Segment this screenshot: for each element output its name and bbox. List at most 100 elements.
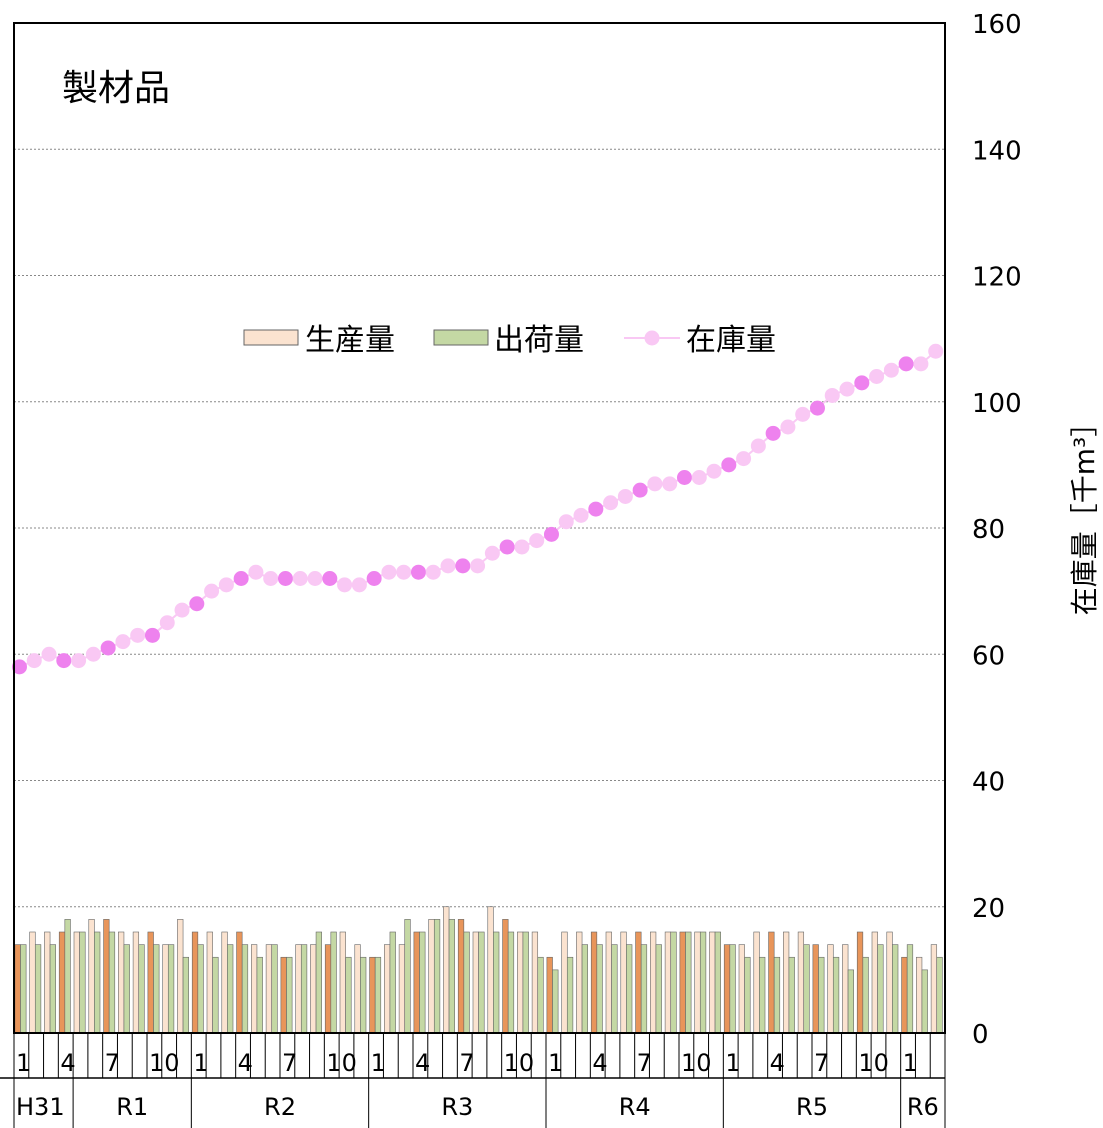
x-tick-label: 7	[459, 1049, 474, 1077]
legend-production-swatch	[243, 329, 299, 346]
shipment-bar	[818, 956, 825, 1034]
inventory-point	[603, 495, 619, 511]
production-bar	[339, 931, 346, 1034]
y-tick-label: 20	[972, 894, 1005, 924]
shipment-bar	[478, 931, 485, 1034]
shipment-bar	[655, 944, 662, 1034]
shipment-bar	[936, 956, 943, 1034]
production-bar	[384, 944, 391, 1034]
shipment-bar	[64, 919, 71, 1034]
production-bar	[472, 931, 479, 1034]
era-label: R1	[116, 1093, 148, 1121]
shipment-bar	[522, 931, 529, 1034]
shipment-bar	[79, 931, 86, 1034]
inventory-point	[928, 343, 944, 359]
inventory-point	[115, 634, 131, 650]
shipment-bar	[877, 944, 884, 1034]
inventory-point	[396, 564, 412, 580]
y-axis-label: 在庫量［千m³］	[1068, 409, 1101, 616]
production-bar	[295, 944, 302, 1034]
shipment-bar	[729, 944, 736, 1034]
production-bar	[443, 906, 450, 1034]
shipment-bar	[832, 956, 840, 1034]
inventory-point	[883, 362, 899, 378]
production-bar	[886, 931, 893, 1034]
production-bar	[679, 931, 686, 1034]
production-bar	[324, 944, 332, 1034]
inventory-point	[85, 646, 101, 662]
inventory-point	[410, 564, 426, 580]
legend-shipment-label: 出荷量	[494, 323, 584, 358]
shipment-bar	[138, 944, 145, 1034]
inventory-point	[425, 564, 441, 580]
production-bar	[930, 944, 938, 1034]
shipment-bar	[685, 931, 692, 1034]
production-bar	[103, 919, 110, 1034]
plot-frame	[13, 22, 946, 1034]
production-bar	[413, 931, 420, 1034]
shipment-bar	[773, 956, 781, 1034]
production-bar	[827, 944, 834, 1034]
inventory-point	[691, 470, 707, 485]
inventory-point	[248, 564, 264, 580]
shipment-bar	[49, 944, 56, 1034]
production-bar	[842, 944, 849, 1034]
shipment-bar	[507, 931, 515, 1034]
inventory-point	[11, 659, 27, 675]
y-tick-label: 160	[972, 10, 1022, 40]
legend: 生産量 出荷量 在庫量	[243, 323, 776, 358]
x-axis: 1 4 7 10 1 4 7 10 1 4 7 10 1 4 7 10 1 4 7 10 1 H31 R1 R2 R3 R4 R5 R…	[0, 1033, 946, 1128]
shipment-bar	[20, 944, 27, 1034]
shipment-bar	[906, 944, 914, 1034]
inventory-point	[351, 577, 367, 593]
production-bar	[147, 931, 154, 1034]
inventory-point	[543, 526, 559, 542]
shipment-bar	[537, 956, 544, 1034]
shipment-bar	[788, 956, 795, 1034]
inventory-point	[277, 571, 293, 586]
shipment-bar	[197, 944, 204, 1034]
inventory-point	[913, 356, 929, 372]
inventory-line	[19, 350, 937, 668]
production-bar	[14, 944, 21, 1034]
inventory-point	[676, 470, 692, 485]
shipment-bar	[330, 931, 337, 1034]
inventory-line-series	[11, 343, 944, 675]
production-bar	[856, 931, 864, 1034]
shipment-bar	[227, 944, 234, 1034]
shipment-bar	[212, 956, 219, 1034]
era-label: R4	[619, 1093, 651, 1121]
inventory-point	[159, 615, 175, 631]
x-tick-label: 7	[814, 1049, 829, 1077]
shipment-bar	[433, 919, 441, 1034]
inventory-point	[204, 583, 220, 599]
production-bar	[797, 931, 805, 1034]
shipment-bar	[123, 944, 130, 1034]
inventory-point	[71, 653, 87, 669]
production-bar	[310, 944, 317, 1034]
x-tick-label: 1	[371, 1049, 386, 1077]
shipment-bar	[803, 944, 810, 1034]
shipment-bar	[404, 919, 411, 1034]
production-bar	[664, 931, 672, 1034]
inventory-point	[100, 640, 116, 656]
shipment-bar	[493, 931, 500, 1034]
era-label: R3	[441, 1093, 473, 1121]
shipment-bar	[566, 956, 574, 1034]
inventory-point	[573, 507, 589, 523]
production-bar	[753, 931, 760, 1034]
chart-title: 製材品	[62, 68, 170, 109]
shipment-bar	[699, 931, 707, 1034]
production-bar	[901, 956, 908, 1034]
production-bar	[221, 931, 228, 1034]
era-label: R2	[264, 1093, 296, 1121]
inventory-point	[499, 539, 515, 555]
production-bar	[191, 931, 199, 1034]
inventory-point	[233, 571, 249, 586]
inventory-point	[721, 457, 737, 473]
inventory-point	[736, 451, 752, 467]
era-label: H31	[16, 1093, 65, 1121]
legend-inventory-label: 在庫量	[686, 323, 776, 358]
inventory-point	[292, 571, 308, 586]
production-bar	[280, 956, 287, 1034]
